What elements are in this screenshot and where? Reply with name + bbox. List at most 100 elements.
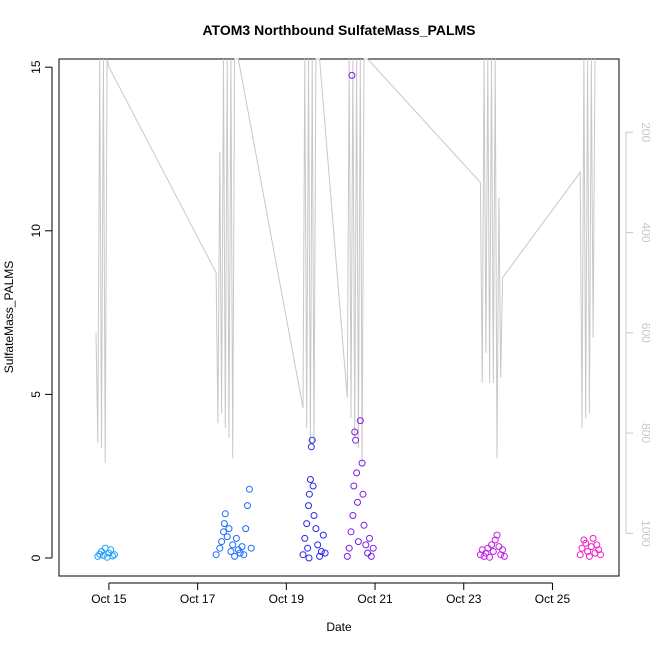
data-point <box>343 552 351 560</box>
data-point <box>231 552 239 560</box>
plot-frame <box>58 58 620 577</box>
data-point <box>307 443 315 451</box>
data-point <box>110 551 118 559</box>
data-point <box>491 536 499 544</box>
y2-tick-label: 1000 <box>639 520 650 547</box>
data-point <box>244 502 251 510</box>
data-point <box>309 482 317 490</box>
data-point <box>107 546 115 554</box>
x-axis-label: Date <box>326 620 352 634</box>
secondary-line-layer <box>95 58 596 464</box>
data-point <box>310 512 318 519</box>
data-point <box>580 536 588 544</box>
data-point <box>347 528 355 536</box>
data-point <box>366 534 373 542</box>
data-point <box>364 549 372 557</box>
data-point <box>358 459 366 467</box>
data-point <box>306 476 314 483</box>
y2-tick-label: 800 <box>639 423 650 443</box>
data-point <box>212 551 220 559</box>
data-point <box>305 490 313 498</box>
data-point <box>489 548 497 555</box>
y-axis-label: SulfateMass_PALMS <box>2 261 16 374</box>
data-point <box>585 552 593 560</box>
data-point <box>576 551 584 559</box>
data-point <box>221 510 229 518</box>
data-point <box>354 498 361 506</box>
data-point <box>299 551 307 559</box>
y-tick-label: 0 <box>29 554 43 561</box>
data-point <box>493 531 501 539</box>
y-tick-label: 15 <box>29 60 43 74</box>
data-point <box>316 552 324 560</box>
data-point <box>348 71 356 79</box>
data-point <box>229 541 237 549</box>
data-point <box>312 525 320 533</box>
data-point <box>305 554 313 562</box>
data-point <box>354 538 362 546</box>
data-point <box>308 436 316 444</box>
data-point <box>353 469 361 477</box>
data-point <box>314 541 322 549</box>
x-tick-label: Oct 15 <box>91 592 127 606</box>
y2-tick-label: 600 <box>639 323 650 343</box>
data-point <box>223 533 231 541</box>
data-point <box>220 528 227 536</box>
data-point <box>232 534 240 542</box>
data-point <box>301 534 309 542</box>
data-point <box>227 548 235 555</box>
data-point <box>352 436 360 444</box>
data-point <box>582 539 590 547</box>
data-point <box>356 417 364 425</box>
data-point <box>245 485 253 493</box>
data-point <box>349 512 357 519</box>
data-point <box>500 552 508 560</box>
data-point <box>578 544 586 552</box>
data-point <box>321 549 329 557</box>
points-layer <box>94 71 604 562</box>
data-point <box>317 548 325 555</box>
data-point <box>488 541 495 549</box>
y2-tick-label: 200 <box>639 122 650 142</box>
data-point <box>218 538 226 546</box>
data-point <box>305 502 312 510</box>
chart-title: ATOM3 Northbound SulfateMass_PALMS <box>202 22 475 38</box>
data-point <box>595 546 603 554</box>
axes-layer: Oct 15 Oct 17 Oct 19 Oct 21 Oct 23 Oct 25 0 5 10… <box>29 60 650 606</box>
data-point <box>247 544 255 552</box>
data-point <box>220 520 228 528</box>
data-point <box>359 490 367 498</box>
data-point <box>109 552 117 560</box>
data-point <box>240 551 248 559</box>
data-point <box>304 544 312 552</box>
secondary-series-line <box>95 58 596 464</box>
data-point <box>303 520 311 528</box>
x-tick-label: Oct 25 <box>535 592 571 606</box>
x-tick-label: Oct 23 <box>446 592 482 606</box>
data-point <box>216 544 224 552</box>
data-point <box>362 541 370 549</box>
data-point <box>584 548 592 555</box>
data-point <box>499 546 507 554</box>
x-tick-label: Oct 17 <box>180 592 216 606</box>
data-point <box>225 525 233 533</box>
data-point <box>236 549 244 557</box>
data-point <box>238 543 246 551</box>
data-point <box>589 534 597 542</box>
data-point <box>369 544 377 552</box>
x-tick-label: Oct 19 <box>269 592 305 606</box>
data-point <box>350 482 358 490</box>
data-point <box>360 521 368 529</box>
data-point <box>242 525 250 533</box>
data-point <box>486 553 494 561</box>
data-point <box>495 543 503 551</box>
y-tick-label: 5 <box>29 391 43 398</box>
y-tick-label: 10 <box>29 224 43 238</box>
x-tick-label: Oct 21 <box>357 592 393 606</box>
data-point <box>597 551 604 559</box>
data-point <box>345 544 353 552</box>
data-point <box>367 552 375 560</box>
data-point <box>351 428 359 436</box>
